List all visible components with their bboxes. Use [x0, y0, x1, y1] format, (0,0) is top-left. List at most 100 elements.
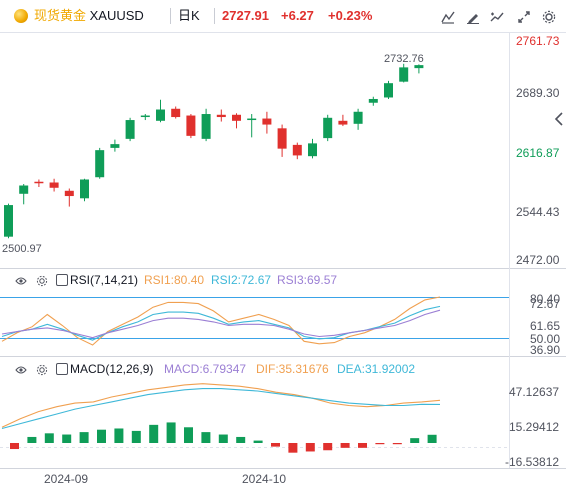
- macd-bar: [166, 422, 176, 443]
- gear-icon[interactable]: [36, 274, 48, 287]
- price-low-marker: 2500.97: [2, 243, 42, 255]
- price-tick-label: 2544.43: [516, 205, 560, 219]
- rsi1-line: [1, 296, 441, 346]
- indicator-checkbox[interactable]: [56, 274, 68, 286]
- chevron-left-icon[interactable]: [554, 112, 564, 126]
- candle-body: [186, 115, 196, 136]
- macd-bar: [149, 424, 159, 443]
- eye-icon[interactable]: [15, 274, 27, 286]
- macd-axis-label: 47.12637: [509, 385, 559, 399]
- macd-bar: [131, 430, 141, 443]
- candle-body: [95, 150, 105, 178]
- price-change: +6.27: [281, 8, 314, 23]
- candle-body: [216, 114, 226, 118]
- rsi-axis-label: 50.00: [530, 332, 560, 346]
- price-high-marker: 2732.76: [384, 53, 424, 65]
- dif-value: DIF:35.31676: [256, 362, 329, 376]
- macd-bar: [184, 427, 193, 443]
- candle-body: [201, 114, 211, 139]
- macd-bar: [44, 433, 54, 443]
- candle-body: [323, 117, 333, 139]
- candle-body: [125, 120, 135, 139]
- candle-body: [338, 120, 348, 125]
- candle-body: [247, 118, 257, 121]
- price-change-percent: +0.23%: [328, 8, 373, 23]
- fullscreen-icon[interactable]: [513, 7, 535, 27]
- macd-bar: [288, 442, 298, 453]
- macd-bar: [410, 438, 420, 443]
- candle-body: [232, 114, 241, 121]
- macd-bar: [97, 429, 106, 443]
- rsi-axis-label: 72.67: [530, 297, 560, 311]
- candle-body: [368, 98, 378, 103]
- settings-icon[interactable]: [538, 7, 560, 27]
- time-axis-label: 2024-09: [44, 472, 88, 486]
- price-tick-label: 2616.87: [516, 146, 560, 160]
- macd-bar: [392, 442, 402, 445]
- macd-name: MACD(12,26,9): [70, 362, 154, 376]
- macd-bar: [323, 442, 333, 451]
- symbol-name[interactable]: 现货黄金 XAUUSD: [34, 8, 144, 24]
- candle-body: [19, 185, 29, 194]
- price-tick-label: 2472.00: [516, 253, 560, 267]
- macd-lines: [1, 383, 441, 430]
- macd-bar: [271, 442, 280, 447]
- macd-bar: [218, 434, 228, 443]
- macd-bar: [305, 442, 315, 452]
- indicator-checkbox[interactable]: [56, 363, 68, 375]
- candle-body: [277, 128, 287, 149]
- macd-bar: [236, 436, 246, 443]
- candle-body: [399, 67, 409, 82]
- indicator-icon[interactable]: [486, 7, 508, 27]
- gear-icon[interactable]: [36, 363, 48, 376]
- macd-bar: [375, 442, 385, 445]
- candle-body: [384, 83, 393, 98]
- header-divider: [214, 8, 215, 24]
- candle-body: [262, 118, 272, 125]
- price-tick-label: 2689.30: [516, 86, 560, 100]
- symbol-code-label: XAUUSD: [89, 8, 144, 23]
- candle-body: [34, 181, 44, 184]
- rsi2-value: RSI2:72.67: [211, 273, 272, 287]
- macd-value: MACD:6.79347: [164, 362, 247, 376]
- candle-body: [49, 182, 59, 188]
- dea-line: [1, 388, 441, 430]
- symbol-cn-label: 现货黄金: [34, 8, 87, 23]
- macd-bar: [427, 434, 437, 443]
- macd-bar: [62, 434, 72, 443]
- candle-body: [80, 179, 89, 199]
- period-selector[interactable]: 日K: [178, 8, 200, 23]
- header-divider: [170, 8, 171, 24]
- macd-axis-label: -16.53812: [505, 455, 559, 469]
- dif-line: [1, 383, 441, 428]
- candlestick-series: [4, 63, 424, 239]
- chart-type-icon[interactable]: [437, 7, 459, 27]
- rsi-name: RSI(7,14,21): [70, 273, 139, 287]
- dea-value: DEA:31.92002: [337, 362, 416, 376]
- rsi3-line: [1, 309, 441, 339]
- candle-body: [140, 115, 150, 118]
- eye-icon[interactable]: [15, 363, 27, 375]
- draw-icon[interactable]: [462, 7, 484, 27]
- rsi3-value: RSI3:69.57: [277, 273, 338, 287]
- rsi-axis-label: 80.40: [530, 292, 560, 306]
- macd-axis-label: 15.29412: [509, 420, 559, 434]
- candle-body: [110, 144, 120, 148]
- gold-logo-icon: [14, 9, 28, 23]
- price-tick-label: 2761.73: [516, 34, 560, 48]
- time-axis-label: 2024-10: [242, 472, 286, 486]
- macd-bar: [10, 442, 19, 450]
- macd-bar: [358, 442, 367, 448]
- rsi1-value: RSI1:80.40: [144, 273, 205, 287]
- candle-body: [4, 205, 13, 237]
- candle-body: [353, 111, 363, 124]
- chart-header: 现货黄金 XAUUSD 日K 2727.91 +6.27 +0.23%: [0, 0, 566, 32]
- macd-bar: [114, 428, 124, 443]
- candle-body: [171, 108, 181, 118]
- rsi-lines: [1, 296, 441, 346]
- macd-bar: [253, 440, 263, 443]
- last-price: 2727.91: [222, 8, 269, 23]
- candle-body: [414, 65, 424, 69]
- candle-body: [292, 144, 302, 156]
